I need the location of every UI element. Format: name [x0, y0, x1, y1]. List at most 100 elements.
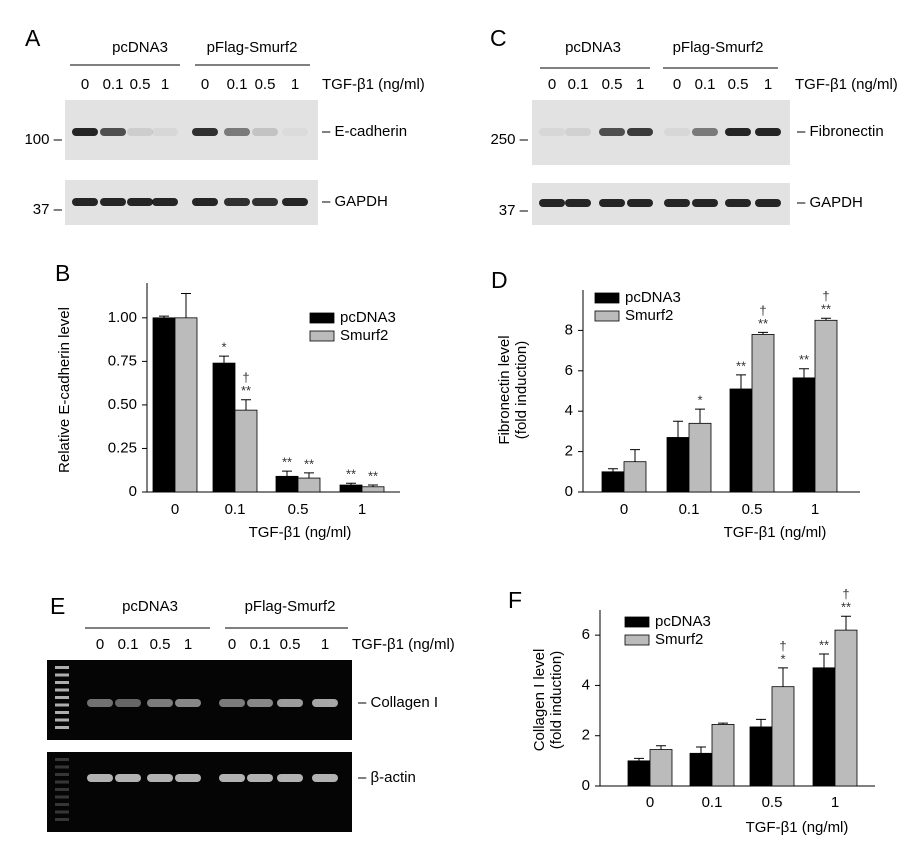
treatment-label: TGF-β1 (ng/ml) [352, 636, 455, 653]
ladder-band [55, 758, 69, 761]
row-label: – Collagen I [358, 694, 438, 711]
error-bar [368, 484, 378, 487]
band [87, 699, 113, 707]
y-tick-label: 0.50 [108, 396, 137, 413]
blot-image [47, 752, 352, 832]
band [72, 198, 98, 206]
legend-swatch [309, 330, 335, 342]
band [175, 774, 201, 782]
ladder-band [55, 688, 69, 692]
lane-label: 1 [291, 76, 299, 93]
error-bar [282, 470, 292, 477]
legend-label: Smurf2 [655, 631, 703, 648]
error-bar [630, 449, 640, 462]
bar [711, 724, 735, 787]
x-axis-label: TGF-β1 (ng/ml) [249, 524, 352, 541]
band [192, 198, 218, 206]
band [127, 128, 153, 136]
lane-label: 0.5 [255, 76, 276, 93]
band [115, 774, 141, 782]
ladder-band [55, 726, 69, 729]
size-marker: 100 – [24, 131, 62, 148]
error-bar [219, 355, 229, 364]
legend-label: pcDNA3 [655, 613, 711, 630]
band [219, 774, 245, 782]
bar [297, 477, 321, 493]
error-bar [756, 718, 766, 727]
error-bar [634, 757, 644, 761]
band [627, 128, 653, 136]
treatment-label: TGF-β1 (ng/ml) [795, 76, 898, 93]
y-tick-label: 0 [129, 483, 137, 500]
band [72, 128, 98, 136]
x-axis-label: TGF-β1 (ng/ml) [724, 524, 827, 541]
y-tick-label: 1.00 [108, 309, 137, 326]
lane-label: 1 [764, 76, 772, 93]
bar [792, 377, 816, 493]
row-label: – β-actin [358, 769, 416, 786]
band [725, 199, 751, 207]
error-bar [695, 408, 705, 424]
error-bar [159, 315, 169, 318]
bar [689, 752, 713, 787]
band [692, 128, 718, 136]
x-tick-label: 0.1 [225, 501, 246, 518]
ladder-band [55, 711, 69, 714]
band [282, 198, 308, 206]
band [147, 699, 173, 707]
legend-swatch [309, 312, 335, 324]
band [192, 128, 218, 136]
lane-label: 0 [81, 76, 89, 93]
band [312, 774, 338, 782]
x-tick-label: 0 [171, 501, 179, 518]
band [224, 128, 250, 136]
band [247, 774, 273, 782]
dagger-mark: † [842, 587, 849, 602]
panel-letter: A [25, 25, 41, 51]
significance-mark: ** [368, 468, 378, 483]
panel-letter: F [508, 587, 522, 613]
panel-letter: D [491, 267, 508, 293]
lane-label: 0.1 [227, 76, 248, 93]
y-axis-label: (fold induction) [548, 651, 565, 749]
ladder-band [55, 681, 69, 684]
x-tick-label: 0.5 [288, 501, 309, 518]
band [219, 699, 245, 707]
significance-mark: ** [841, 600, 851, 615]
error-bar [778, 667, 788, 687]
y-tick-label: 4 [565, 402, 573, 419]
y-tick-label: 0.75 [108, 352, 137, 369]
significance-mark: ** [346, 467, 356, 482]
lane-label: 0.1 [118, 636, 139, 653]
x-tick-label: 1 [358, 501, 366, 518]
bar [623, 461, 647, 493]
x-tick-label: 0.1 [679, 501, 700, 518]
ladder-band [55, 696, 69, 699]
x-tick-label: 0.1 [702, 794, 723, 811]
bar [812, 667, 836, 787]
ladder-band [55, 810, 69, 814]
treatment-label: TGF-β1 (ng/ml) [322, 76, 425, 93]
bar [152, 317, 176, 493]
error-bar [656, 745, 666, 750]
legend-swatch [624, 634, 650, 646]
lane-label: 1 [321, 636, 329, 653]
band [277, 774, 303, 782]
panel-letter: E [50, 593, 65, 619]
lane-label: 0.1 [250, 636, 271, 653]
bar [627, 760, 651, 787]
y-tick-label: 2 [565, 443, 573, 460]
band [252, 198, 278, 206]
ladder-band [55, 773, 69, 776]
error-bar [346, 482, 356, 486]
y-axis-label: (fold induction) [513, 341, 530, 439]
row-label: – GAPDH [797, 194, 863, 211]
bar [749, 726, 773, 787]
error-bar [821, 317, 831, 321]
band [152, 198, 178, 206]
dagger-mark: † [822, 289, 829, 304]
lane-label: 0 [548, 76, 556, 93]
band [127, 198, 153, 206]
group-label: pcDNA3 [565, 39, 621, 56]
bar [275, 475, 299, 493]
